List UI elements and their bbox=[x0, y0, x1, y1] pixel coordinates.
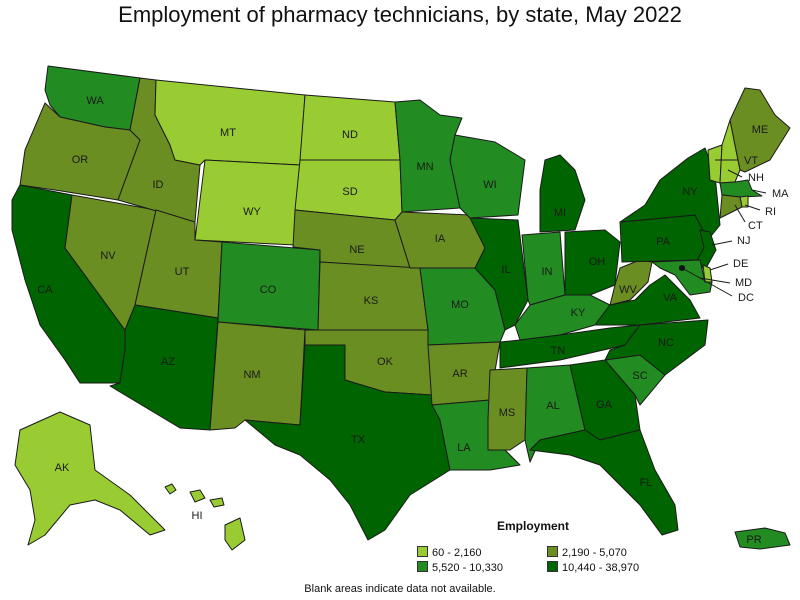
legend-swatch-3 bbox=[417, 561, 428, 572]
state-label-sc: SC bbox=[632, 370, 647, 382]
state-label-wa: WA bbox=[86, 95, 104, 107]
map-title: Employment of pharmacy technicians, by s… bbox=[118, 2, 682, 27]
state-label-al: AL bbox=[546, 400, 559, 412]
state-label-nj: NJ bbox=[737, 235, 750, 247]
state-label-ks: KS bbox=[364, 295, 379, 307]
state-ct bbox=[719, 194, 743, 219]
leader-line-dc bbox=[681, 267, 733, 297]
state-label-nc: NC bbox=[658, 337, 674, 349]
state-label-ct: CT bbox=[748, 220, 763, 232]
state-label-oh: OH bbox=[589, 256, 606, 268]
leader-line-nh bbox=[727, 169, 743, 178]
state-label-ut: UT bbox=[175, 266, 190, 278]
state-label-co: CO bbox=[260, 284, 277, 296]
legend-item-2: 2,190 - 5,070 bbox=[547, 546, 627, 559]
leader-line-ri bbox=[744, 204, 761, 211]
leader-line-md bbox=[699, 277, 731, 284]
state-label-md: MD bbox=[735, 277, 752, 289]
state-label-me: ME bbox=[752, 124, 769, 136]
state-label-de: DE bbox=[733, 258, 748, 270]
state-hi bbox=[164, 483, 246, 551]
state-label-nm: NM bbox=[243, 369, 260, 381]
state-label-nd: ND bbox=[342, 129, 358, 141]
state-label-la: LA bbox=[457, 442, 471, 454]
footnote: Blank areas indicate data not available. bbox=[304, 583, 496, 595]
state-label-wv: WV bbox=[619, 284, 637, 296]
state-md bbox=[651, 259, 713, 296]
state-wy bbox=[194, 159, 301, 246]
state-me bbox=[729, 87, 791, 173]
state-label-ga: GA bbox=[596, 399, 613, 411]
state-label-in: IN bbox=[542, 266, 553, 278]
legend-label-4: 10,440 - 38,970 bbox=[562, 562, 640, 574]
state-label-mi: MI bbox=[554, 207, 566, 219]
state-label-pr: PR bbox=[746, 534, 761, 546]
leader-line-nj bbox=[711, 240, 733, 246]
state-label-tn: TN bbox=[551, 345, 566, 357]
leader-line-de bbox=[709, 263, 729, 271]
legend-swatch-1 bbox=[417, 546, 428, 557]
state-label-wi: WI bbox=[483, 179, 496, 191]
state-label-id: ID bbox=[153, 179, 164, 191]
state-pr bbox=[734, 527, 791, 550]
state-label-az: AZ bbox=[161, 356, 175, 368]
state-mt bbox=[154, 79, 306, 166]
state-label-or: OR bbox=[72, 154, 89, 166]
state-wi bbox=[449, 134, 526, 219]
state-il bbox=[469, 217, 529, 331]
state-label-nv: NV bbox=[100, 250, 116, 262]
legend-swatch-2 bbox=[547, 546, 558, 557]
legend-item-3: 5,520 - 10,330 bbox=[417, 561, 503, 574]
state-label-dc: DC bbox=[738, 292, 754, 304]
legend-label-1: 60 - 2,160 bbox=[432, 547, 482, 559]
legend-swatch-4 bbox=[547, 561, 558, 572]
state-label-ny: NY bbox=[682, 186, 698, 198]
leader-line-ma bbox=[751, 189, 767, 194]
state-label-vt: VT bbox=[744, 155, 758, 167]
legend: Employment 60 - 2,160 2,190 - 5,070 5,52… bbox=[417, 519, 667, 574]
state-label-nh: NH bbox=[748, 172, 764, 184]
state-fl bbox=[529, 429, 679, 536]
dc-marker bbox=[679, 265, 685, 271]
state-nc bbox=[604, 319, 709, 376]
state-nd bbox=[299, 94, 401, 161]
state-label-fl: FL bbox=[640, 477, 653, 489]
state-label-ma: MA bbox=[772, 188, 789, 200]
state-label-pa: PA bbox=[656, 236, 671, 248]
state-label-sd: SD bbox=[342, 186, 357, 198]
legend-item-1: 60 - 2,160 bbox=[417, 546, 482, 559]
legend-item-4: 10,440 - 38,970 bbox=[547, 561, 639, 574]
state-label-hi: HI bbox=[192, 510, 203, 522]
state-tx bbox=[244, 344, 451, 541]
state-wv bbox=[609, 259, 653, 306]
state-label-mo: MO bbox=[451, 299, 469, 311]
state-label-ia: IA bbox=[435, 233, 446, 245]
state-label-ky: KY bbox=[571, 307, 586, 319]
state-label-ri: RI bbox=[765, 206, 776, 218]
state-label-il: IL bbox=[501, 264, 510, 276]
state-label-ok: OK bbox=[377, 356, 394, 368]
state-label-mt: MT bbox=[220, 127, 236, 139]
state-label-va: VA bbox=[663, 292, 678, 304]
state-label-ms: MS bbox=[499, 407, 516, 419]
state-label-mn: MN bbox=[416, 161, 433, 173]
state-ak bbox=[14, 411, 166, 546]
state-mi bbox=[539, 154, 586, 233]
state-label-ne: NE bbox=[349, 244, 364, 256]
state-label-ca: CA bbox=[37, 284, 53, 296]
legend-label-2: 2,190 - 5,070 bbox=[562, 547, 627, 559]
state-label-wy: WY bbox=[243, 206, 261, 218]
legend-title: Employment bbox=[497, 519, 570, 533]
leader-line-ct bbox=[734, 204, 746, 223]
legend-label-3: 5,520 - 10,330 bbox=[432, 562, 503, 574]
state-label-tx: TX bbox=[351, 434, 366, 446]
state-label-ar: AR bbox=[452, 368, 467, 380]
state-nh bbox=[719, 119, 741, 184]
state-label-ak: AK bbox=[55, 462, 70, 474]
